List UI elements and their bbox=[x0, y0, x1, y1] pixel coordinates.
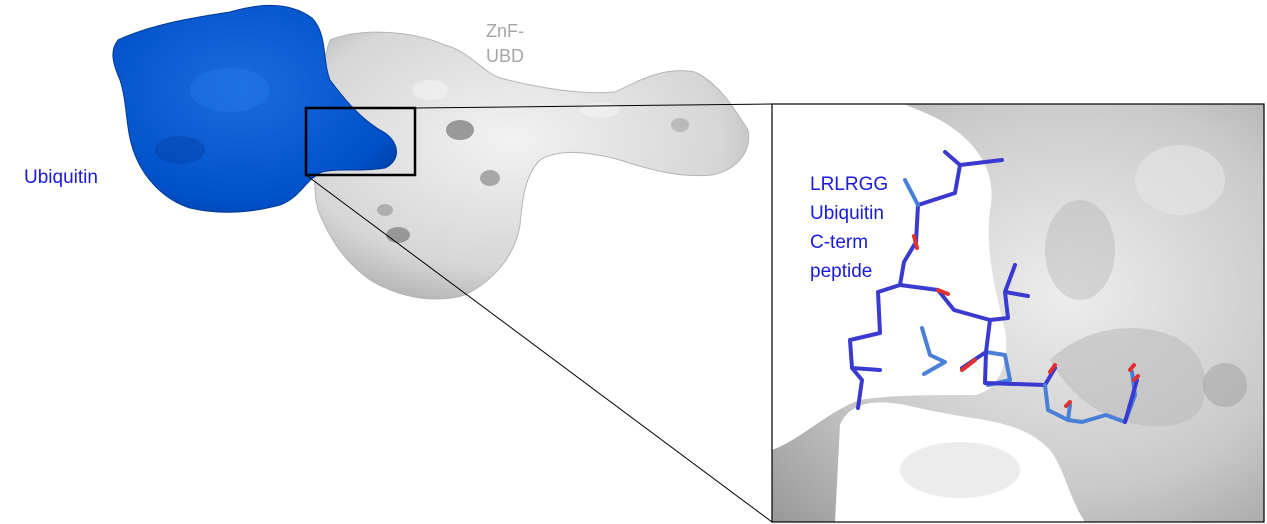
znf-ubd-surface bbox=[314, 31, 750, 300]
ubiquitin-surface bbox=[112, 5, 397, 213]
peptide-label: LRLRGG Ubiquitin C-term peptide bbox=[810, 170, 888, 286]
zoom-connector-top bbox=[414, 103, 773, 109]
inset-panel bbox=[771, 103, 1265, 523]
lrlrgg-peptide-sticks bbox=[848, 150, 1140, 424]
znf-ubd-label: ZnF- UBD bbox=[486, 19, 524, 69]
peptide-label-line3: C-term bbox=[810, 232, 869, 253]
znf-label-line1: ZnF- bbox=[486, 21, 524, 41]
peptide-label-line2: Ubiquitin bbox=[810, 203, 884, 224]
zoom-connector-bottom bbox=[305, 174, 773, 523]
zoom-region-box bbox=[304, 106, 417, 177]
ubiquitin-label: Ubiquitin bbox=[24, 167, 98, 188]
peptide-label-line1: LRLRGG bbox=[810, 174, 889, 195]
peptide-label-line4: peptide bbox=[810, 261, 873, 282]
znf-label-line2: UBD bbox=[486, 46, 525, 66]
